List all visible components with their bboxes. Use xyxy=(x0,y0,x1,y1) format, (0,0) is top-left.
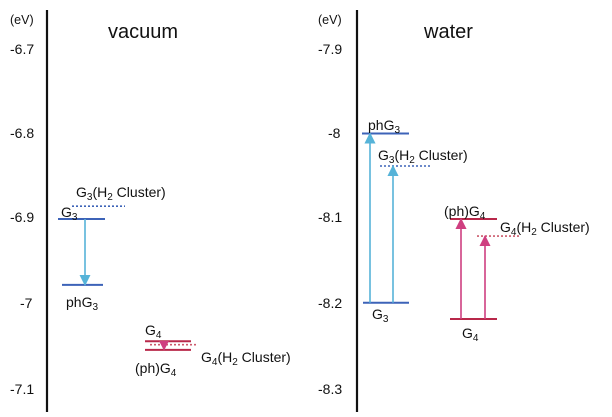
label-phg4-water: (ph)G4 xyxy=(444,203,486,222)
vacuum-title: vacuum xyxy=(108,21,178,43)
label-phg3-water: phG3 xyxy=(368,117,400,136)
label-g4-h2-cluster-water: G4(H2 Cluster) xyxy=(500,219,590,238)
label-g4-h2-cluster-vacuum: G4(H2 Cluster) xyxy=(201,349,291,368)
water-unit-label: (eV) xyxy=(318,13,342,27)
vacuum-y-tick-label: -7 xyxy=(20,295,33,311)
water-y-tick-label: -8.2 xyxy=(318,295,342,311)
label-phg4-vacuum: (ph)G4 xyxy=(135,360,177,379)
water-panel: (eV) water -7.9 -8 -8.1 -8.2 -8.3 phG3 G… xyxy=(318,10,590,412)
label-g3-h2-cluster-water: G3(H2 Cluster) xyxy=(378,147,468,166)
water-y-tick-label: -8.1 xyxy=(318,209,342,225)
water-y-tick-label: -8 xyxy=(328,125,341,141)
water-title: water xyxy=(423,21,473,43)
water-y-tick-label: -8.3 xyxy=(318,381,342,397)
vacuum-unit-label: (eV) xyxy=(10,13,34,27)
label-phg3-vacuum: phG3 xyxy=(66,294,98,313)
label-g4-water: G4 xyxy=(462,325,479,344)
vacuum-y-tick-label: -6.7 xyxy=(10,41,34,57)
vacuum-y-tick-label: -6.8 xyxy=(10,125,34,141)
vacuum-y-tick-label: -6.9 xyxy=(10,209,34,225)
vacuum-y-tick-label: -7.1 xyxy=(10,381,34,397)
label-g3-vacuum: G3 xyxy=(61,204,78,223)
label-g3-water: G3 xyxy=(372,306,389,325)
label-g4-vacuum: G4 xyxy=(145,322,162,341)
vacuum-panel: (eV) vacuum -6.7 -6.8 -6.9 -7 -7.1 G3 G3… xyxy=(10,10,291,412)
label-g3-h2-cluster-vacuum: G3(H2 Cluster) xyxy=(76,184,166,203)
water-y-tick-label: -7.9 xyxy=(318,41,342,57)
